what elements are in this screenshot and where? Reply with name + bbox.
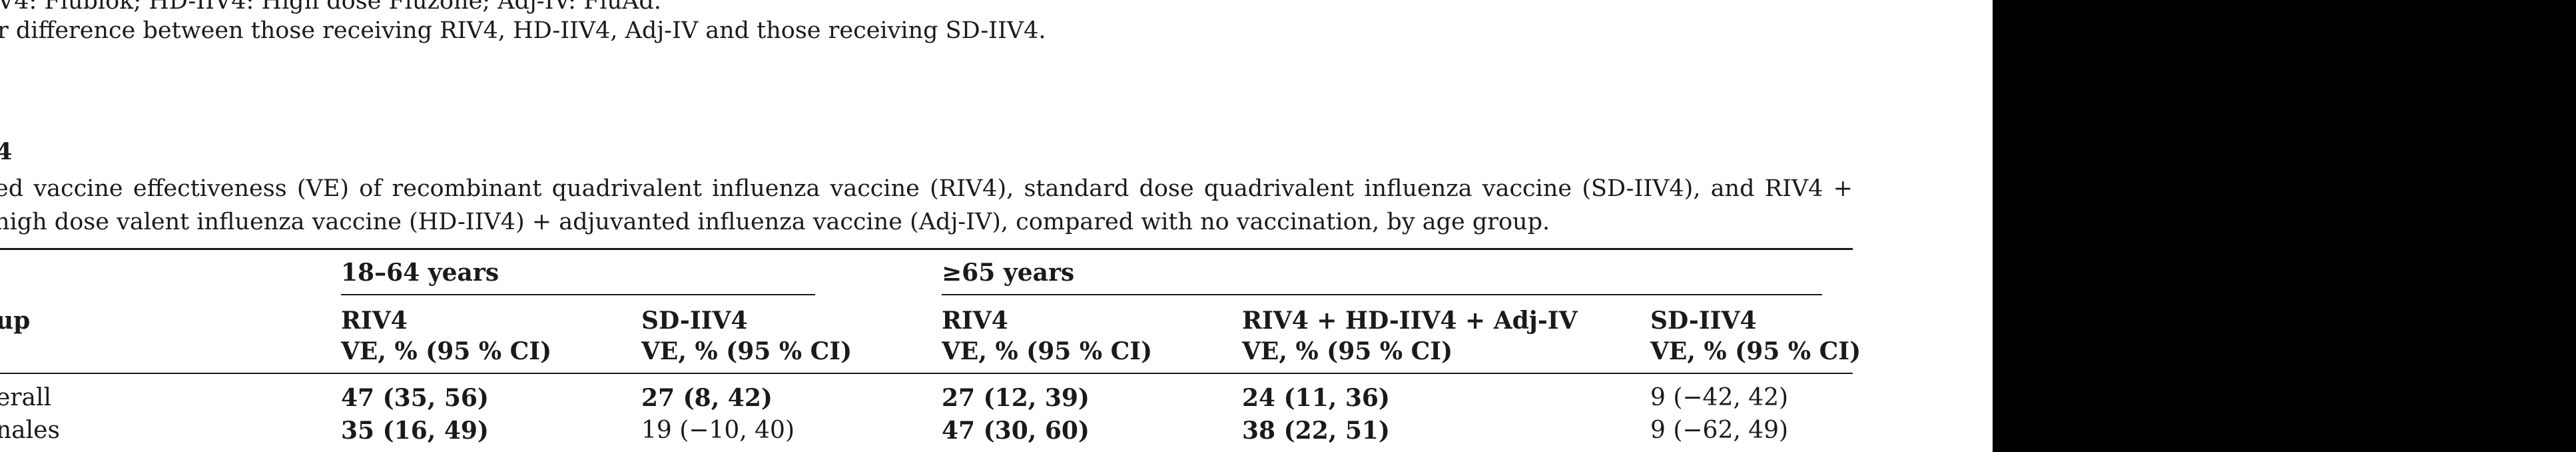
paper-page: V4: Flublok; HD-IIV4: High dose Fluzone;…	[0, 0, 1861, 445]
table-cell: 35 (16, 49)	[341, 417, 489, 445]
group-rule-65-plus	[942, 294, 1822, 295]
table-cell: 9 (−42, 42)	[1650, 384, 1789, 411]
table-cell: 27 (12, 39)	[942, 384, 1090, 412]
column-header: RIV4	[942, 307, 1008, 335]
table-cell: 47 (35, 56)	[341, 384, 489, 412]
footnote-significance: r difference between those receiving RIV…	[0, 17, 1046, 44]
group-rule-18-64	[341, 294, 815, 295]
column-subheader: VE, % (95 % CI)	[1242, 337, 1453, 365]
column-subheader: VE, % (95 % CI)	[1650, 337, 1861, 365]
group-header-65-plus: ≥65 years	[942, 259, 1075, 287]
footnote-abbreviations: V4: Flublok; HD-IIV4: High dose Fluzone;…	[0, 0, 661, 15]
table-cell: 24 (11, 36)	[1242, 384, 1390, 412]
table-cell: 9 (−62, 49)	[1650, 417, 1789, 444]
column-header: SD-IIV4	[1650, 307, 1757, 335]
table-cell: 38 (22, 51)	[1242, 417, 1390, 445]
column-subheader: VE, % (95 % CI)	[341, 337, 552, 365]
table-top-rule	[0, 248, 1853, 250]
column-header: RIV4	[341, 307, 408, 335]
row-label: nales	[0, 417, 60, 444]
group-header-18-64: 18–64 years	[341, 259, 499, 287]
table-label: 4	[0, 138, 13, 165]
table-cell: 47 (30, 60)	[942, 417, 1090, 445]
table-cell: 19 (−10, 40)	[641, 417, 795, 444]
column-header: SD-IIV4	[641, 307, 748, 335]
column-subheader: VE, % (95 % CI)	[641, 337, 852, 365]
row-label: erall	[0, 384, 52, 411]
table-caption: ed vaccine effectiveness (VE) of recombi…	[0, 175, 1853, 235]
table-header-rule	[0, 373, 1853, 374]
column-header: RIV4 + HD-IIV4 + Adj-IV	[1242, 307, 1578, 335]
black-panel	[1993, 0, 2576, 452]
column-subheader: VE, % (95 % CI)	[942, 337, 1153, 365]
row-header: up	[0, 307, 31, 335]
table-cell: 27 (8, 42)	[641, 384, 773, 412]
